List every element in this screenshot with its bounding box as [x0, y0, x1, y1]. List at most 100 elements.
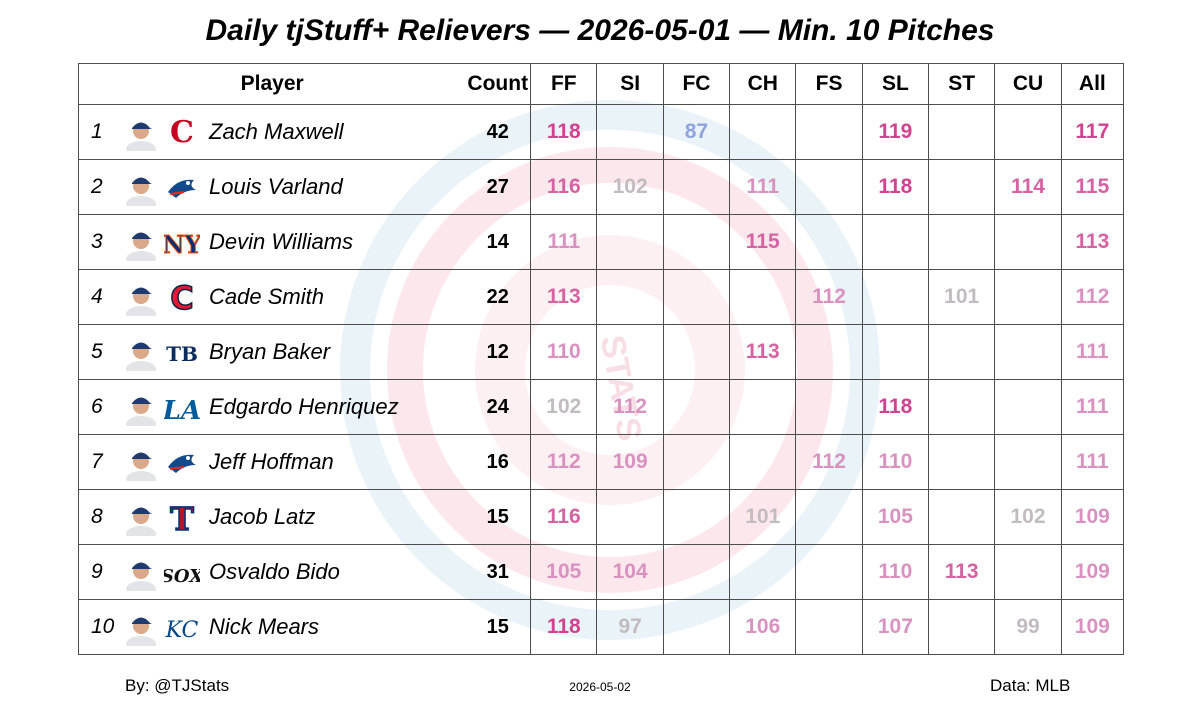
stuff-value-si: 112	[596, 379, 664, 435]
svg-text:TB: TB	[166, 342, 198, 366]
rank-label: 5	[91, 340, 103, 363]
stuff-value-fc	[662, 544, 731, 600]
stuff-value-cu	[994, 379, 1062, 435]
stuff-value-sl: 105	[861, 489, 930, 545]
player-name: Nick Mears	[209, 614, 320, 639]
stuff-value-cu	[994, 104, 1062, 160]
header-row: Player Count FF SI FC CH FS SL ST CU All	[78, 63, 1125, 105]
stuff-value-ff: 113	[530, 269, 598, 325]
stuff-value-fc	[662, 214, 731, 270]
footer-credit: By: @TJStats	[125, 676, 230, 695]
stuff-value-fc	[662, 599, 731, 655]
stuff-value-fc	[662, 159, 731, 215]
stuff-value-st	[928, 599, 996, 655]
stuff-value-ch: 113	[729, 324, 797, 380]
rangers-t-logo-icon: T	[169, 499, 195, 536]
stuff-value-cu: 102	[994, 489, 1062, 545]
player-name: Devin Williams	[209, 229, 354, 254]
player-headshot-icon	[126, 507, 156, 536]
royals-kc-logo-icon: KC	[165, 618, 199, 643]
stuff-value-ff: 118	[530, 104, 598, 160]
stuff-value-all: 111	[1060, 434, 1125, 490]
stuff-value-ff: 118	[530, 599, 598, 655]
player-headshot-icon	[126, 232, 156, 261]
rank-label: 1	[91, 120, 103, 143]
stuff-value-fs	[795, 159, 863, 215]
count-cell: 16	[465, 434, 532, 490]
player-cell: 5 TB Bryan Baker	[78, 324, 466, 380]
chart-title: Daily tjStuff+ Relievers — 2026-05-01 — …	[205, 14, 995, 47]
stuff-value-fs	[795, 599, 863, 655]
stuff-value-cu	[994, 324, 1062, 380]
stuff-value-all: 117	[1060, 104, 1125, 160]
column-header-fs: FS	[795, 63, 863, 105]
player-headshot-icon	[126, 122, 156, 151]
stuff-value-sl	[861, 269, 930, 325]
player-cell: 4 C Cade Smith	[78, 269, 466, 325]
table-row: 8 T Jacob Latz 15 116 101 105 102 109	[78, 489, 1125, 545]
reds-c-logo-icon: C	[170, 115, 194, 150]
stuff-value-ff: 102	[530, 379, 598, 435]
player-name: Jacob Latz	[209, 504, 316, 529]
count-cell: 31	[465, 544, 532, 600]
svg-text:C: C	[170, 279, 193, 316]
footer-date: 2026-05-02	[569, 680, 631, 694]
svg-text:C: C	[170, 115, 194, 150]
column-header-si: SI	[596, 63, 664, 105]
stuff-value-sl: 118	[861, 379, 930, 435]
stuff-value-all: 111	[1060, 379, 1125, 435]
player-headshot-icon	[126, 397, 156, 426]
table-row: 1 C Zach Maxwell 42 118 87 119 117	[78, 104, 1125, 160]
stuff-value-cu: 99	[994, 599, 1062, 655]
player-name: Osvaldo Bido	[209, 559, 340, 584]
stuff-value-all: 109	[1060, 544, 1125, 600]
table-row: 6 LA Edgardo Henriquez 24 102 112 118 111	[78, 379, 1125, 435]
player-headshot-icon	[126, 342, 156, 371]
player-cell: 7 Jeff Hoffman	[78, 434, 466, 490]
stuff-value-all: 112	[1060, 269, 1125, 325]
rank-label: 10	[91, 615, 115, 638]
player-headshot-icon	[126, 452, 156, 481]
stuff-value-ff: 112	[530, 434, 598, 490]
stuff-value-si: 109	[596, 434, 664, 490]
table-row: 2 Louis Varland 27 116 102 111 118 114 115	[78, 159, 1125, 215]
stuff-value-fc	[662, 434, 731, 490]
column-header-cu: CU	[994, 63, 1062, 105]
stuff-value-fs: 112	[795, 434, 863, 490]
stuff-value-st	[928, 434, 996, 490]
player-headshot-icon	[126, 287, 156, 316]
player-headshot-icon	[126, 617, 156, 646]
stuff-value-sl: 107	[861, 599, 930, 655]
count-cell: 14	[465, 214, 532, 270]
player-cell: 1 C Zach Maxwell	[78, 104, 466, 160]
stuff-value-sl: 118	[861, 159, 930, 215]
rank-label: 4	[91, 285, 103, 308]
stuff-value-fs: 112	[795, 269, 863, 325]
player-name: Edgardo Henriquez	[209, 394, 399, 419]
player-headshot-icon	[126, 177, 156, 206]
white-sox-logo-icon: SOX	[164, 566, 200, 587]
stuff-value-sl	[861, 214, 930, 270]
stuff-value-fc	[662, 379, 731, 435]
rays-tb-logo-icon: TB	[166, 342, 198, 366]
rank-label: 9	[91, 560, 103, 583]
table-row: 5 TB Bryan Baker 12 110 113 111	[78, 324, 1125, 380]
stuff-value-cu: 114	[994, 159, 1062, 215]
svg-text:KC: KC	[165, 618, 199, 643]
player-name: Bryan Baker	[209, 339, 331, 364]
svg-text:T: T	[170, 500, 194, 536]
stuff-value-cu	[994, 434, 1062, 490]
stuff-value-si: 104	[596, 544, 664, 600]
footer-source: Data: MLB	[990, 676, 1071, 695]
player-cell: 10 KC Nick Mears	[78, 599, 466, 655]
stuff-value-ff: 111	[530, 214, 598, 270]
stuff-value-ch	[729, 434, 797, 490]
leaderboard-table: Player Count FF SI FC CH FS SL ST CU All…	[78, 63, 1125, 655]
stuff-value-si: 102	[596, 159, 664, 215]
stuff-value-ch	[729, 544, 797, 600]
stuff-value-all: 109	[1060, 489, 1125, 545]
stuff-value-cu	[994, 544, 1062, 600]
mets-ny-logo-icon: NY	[164, 230, 200, 260]
stuff-value-fs	[795, 214, 863, 270]
stuff-value-st: 101	[928, 269, 996, 325]
